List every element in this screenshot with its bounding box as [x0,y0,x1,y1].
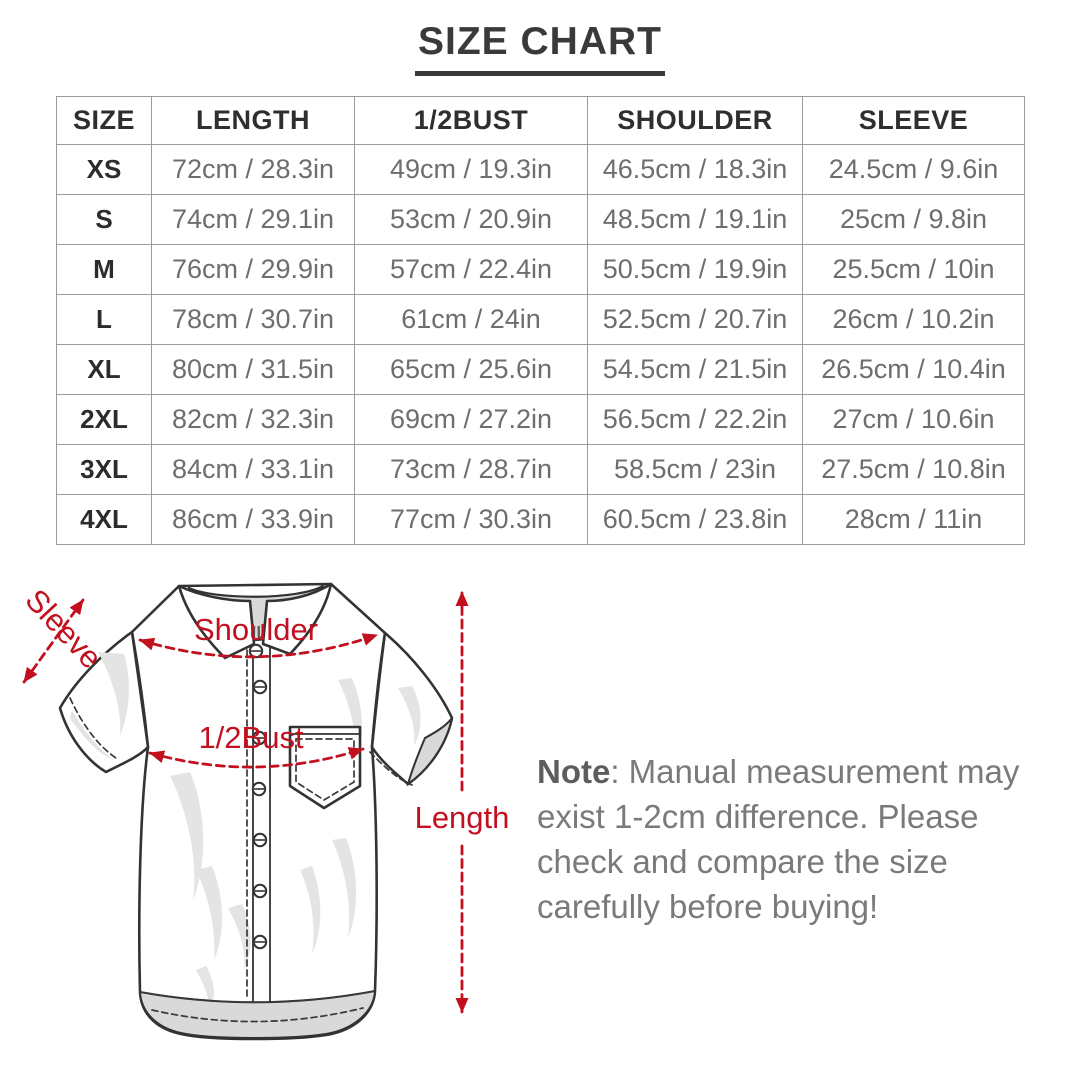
table-row: XS 72cm / 28.3in 49cm / 19.3in 46.5cm / 18.… [56,144,1025,195]
measurement-cell: 61cm / 24in [354,294,588,345]
size-cell: S [56,194,152,245]
measurement-cell: 86cm / 33.9in [151,494,355,545]
column-header: 1/2BUST [354,96,588,145]
measurement-cell: 73cm / 28.7in [354,444,588,495]
size-cell: 2XL [56,394,152,445]
measurement-cell: 78cm / 30.7in [151,294,355,345]
title-wrap: SIZE CHART [0,20,1080,76]
measurement-cell: 57cm / 22.4in [354,244,588,295]
size-cell: M [56,244,152,295]
column-header: SLEEVE [802,96,1025,145]
measurement-cell: 56.5cm / 22.2in [587,394,803,445]
table-row: 2XL 82cm / 32.3in 69cm / 27.2in 56.5cm / 22… [56,394,1025,445]
column-header: LENGTH [151,96,355,145]
measurement-cell: 27.5cm / 10.8in [802,444,1025,495]
measurement-cell: 25cm / 9.8in [802,194,1025,245]
measurement-cell: 65cm / 25.6in [354,344,588,395]
measurement-cell: 49cm / 19.3in [354,144,588,195]
size-cell: 3XL [56,444,152,495]
note-text: Note: Manual measurement may exist 1-2cm… [537,749,1029,929]
measurement-cell: 52.5cm / 20.7in [587,294,803,345]
measurement-cell: 24.5cm / 9.6in [802,144,1025,195]
page-title: SIZE CHART [415,20,665,76]
table-row: XL 80cm / 31.5in 65cm / 25.6in 54.5cm / 21.… [56,344,1025,395]
size-cell: XL [56,344,152,395]
size-cell: 4XL [56,494,152,545]
measurement-cell: 54.5cm / 21.5in [587,344,803,395]
measurement-cell: 76cm / 29.9in [151,244,355,295]
measurement-cell: 84cm / 33.1in [151,444,355,495]
table-row: 4XL 86cm / 33.9in 77cm / 30.3in 60.5cm / 23… [56,494,1025,545]
measurement-cell: 26cm / 10.2in [802,294,1025,345]
measurement-cell: 77cm / 30.3in [354,494,588,545]
sleeve-arrow [22,598,85,684]
measurement-cell: 80cm / 31.5in [151,344,355,395]
shoulder-arrow [138,633,379,659]
size-cell: XS [56,144,152,195]
measurement-cell: 26.5cm / 10.4in [802,344,1025,395]
sleeve-label: Sleeve [19,582,109,675]
measurement-cell: 25.5cm / 10in [802,244,1025,295]
column-header: SIZE [56,96,152,145]
table-row: M 76cm / 29.9in 57cm / 22.4in 50.5cm / 19.9… [56,244,1025,295]
table-body: XS 72cm / 28.3in 49cm / 19.3in 46.5cm / 18.… [56,144,1025,545]
table-row: L 78cm / 30.7in 61cm / 24in 52.5cm / 20.7in… [56,294,1025,345]
note-body: : Manual measurement may exist 1-2cm dif… [537,753,1020,925]
measurement-cell: 53cm / 20.9in [354,194,588,245]
note-label: Note [537,753,611,790]
shoulder-label: Shoulder [194,612,318,647]
shirt-buttons [248,643,268,950]
measurement-cell: 50.5cm / 19.9in [587,244,803,295]
half-bust-arrow [148,747,365,769]
measurement-cell: 69cm / 27.2in [354,394,588,445]
column-header: SHOULDER [587,96,803,145]
size-cell: L [56,294,152,345]
measurement-cell: 60.5cm / 23.8in [587,494,803,545]
size-table: SIZE LENGTH 1/2BUST SHOULDER SLEEVE XS 72cm /… [56,96,1025,545]
length-label: Length [415,800,510,835]
measurement-cell: 74cm / 29.1in [151,194,355,245]
table-row: 3XL 84cm / 33.1in 73cm / 28.7in 58.5cm / 23… [56,444,1025,495]
measurement-cell: 27cm / 10.6in [802,394,1025,445]
measurement-cell: 46.5cm / 18.3in [587,144,803,195]
measurement-cell: 48.5cm / 19.1in [587,194,803,245]
measurement-cell: 82cm / 32.3in [151,394,355,445]
table-header-row: SIZE LENGTH 1/2BUST SHOULDER SLEEVE [56,96,1025,145]
measurement-cell: 72cm / 28.3in [151,144,355,195]
measurement-cell: 28cm / 11in [802,494,1025,545]
shirt-illustration: Sleeve Shoulder 1/2Bust Length [19,582,510,1041]
table-row: S 74cm / 29.1in 53cm / 20.9in 48.5cm / 19.1… [56,194,1025,245]
half-bust-label: 1/2Bust [198,720,304,755]
measurement-cell: 58.5cm / 23in [587,444,803,495]
